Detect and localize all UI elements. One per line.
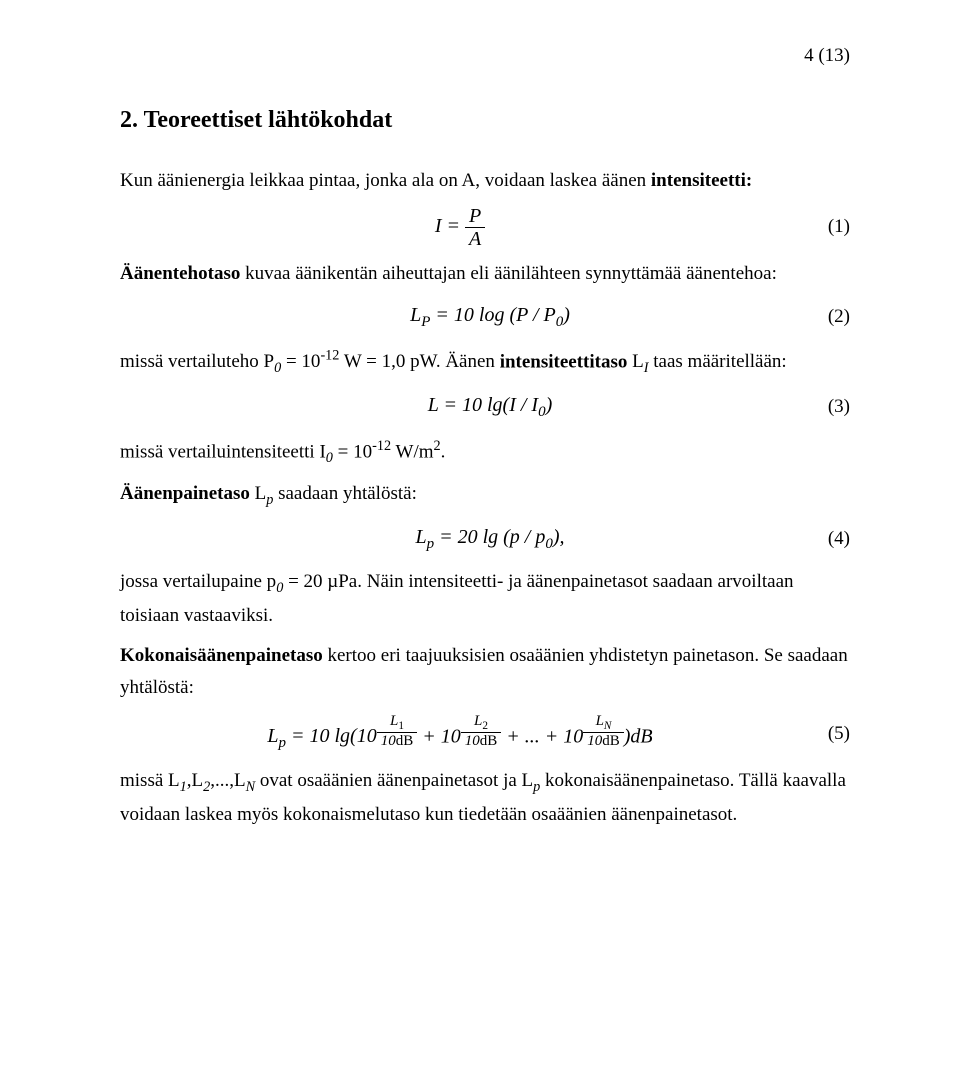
body-text: kuvaa äänikentän aiheuttajan eli ääniläh… [240,263,777,284]
equation-5-number: (5) [800,718,850,750]
body-text: Lp saadaan yhtälöstä: [250,483,417,504]
term-intensity: intensiteetti: [651,170,752,191]
eq1-den: A [465,228,485,250]
equation-2-formula: LP = 10 log (P / P0) [120,298,800,336]
equation-4-formula: Lp = 20 lg (p / p0), [120,520,800,558]
section-heading: 2. Teoreettiset lähtökohdat [120,100,850,141]
paragraph-intensity-level: missä vertailuteho P0 = 10-12 W = 1,0 pW… [120,344,850,380]
eq5-exp2-num: L2 [461,713,502,733]
body-text: LI taas määritellään: [627,351,786,372]
paragraph-intensity: Kun äänienergia leikkaa pintaa, jonka al… [120,165,850,197]
equation-1: I = P A (1) [120,205,850,250]
eq5-exp2-den: 10dB [461,733,502,750]
term-total-spl: Kokonaisäänenpainetaso [120,645,323,666]
eq5-tail: )dB [624,725,653,747]
page-number: 4 (13) [804,40,850,72]
eq5-exp2: L210dB [461,713,502,750]
equation-4: Lp = 20 lg (p / p0), (4) [120,520,850,558]
equation-3-formula: L = 10 lg(I / I0) [120,388,800,426]
eq5-expN-den: 10dB [583,733,624,750]
term-spl: Äänenpainetaso [120,483,250,504]
eq1-fraction: P A [465,205,485,250]
equation-3: L = 10 lg(I / I0) (3) [120,388,850,426]
body-text: missä vertailuteho P0 = 10-12 W = 1,0 pW… [120,351,500,372]
term-intensity-level: intensiteettitaso [500,351,628,372]
body-text: Kun äänienergia leikkaa pintaa, jonka al… [120,170,651,191]
eq5-expN: LN10dB [583,713,624,750]
paragraph-total-spl: Kokonaisäänenpainetaso kertoo eri taajuu… [120,640,850,705]
paragraph-power-level: Äänentehotaso kuvaa äänikentän aiheuttaj… [120,258,850,290]
page: 4 (13) 2. Teoreettiset lähtökohdat Kun ä… [0,0,960,1066]
paragraph-ref-pressure: jossa vertailupaine p0 = 20 µPa. Näin in… [120,566,850,632]
equation-4-number: (4) [800,523,850,555]
equation-5-formula: Lp = 10 lg(10L110dB + 10L210dB + ... + 1… [120,713,800,757]
eq5-exp1-num: L1 [377,713,418,733]
equation-5: Lp = 10 lg(10L110dB + 10L210dB + ... + 1… [120,713,850,757]
equation-1-number: (1) [800,211,850,243]
eq5-dots: + ... + 10 [501,725,583,747]
term-power-level: Äänentehotaso [120,263,240,284]
eq1-lhs: I = [435,215,460,237]
equation-2-number: (2) [800,301,850,333]
eq5-exp1: L110dB [377,713,418,750]
eq5-lhs: Lp = 10 lg(10 [267,725,376,747]
eq1-num: P [465,205,485,228]
equation-3-number: (3) [800,391,850,423]
eq5-plus1: + 10 [417,725,461,747]
paragraph-closing: missä L1,L2,...,LN ovat osaäänien äänenp… [120,765,850,831]
equation-2: LP = 10 log (P / P0) (2) [120,298,850,336]
paragraph-spl: Äänenpainetaso Lp saadaan yhtälöstä: [120,478,850,512]
paragraph-ref-intensity: missä vertailuintensiteetti I0 = 10-12 W… [120,434,850,470]
eq5-expN-num: LN [583,713,624,733]
eq5-exp1-den: 10dB [377,733,418,750]
equation-1-formula: I = P A [120,205,800,250]
